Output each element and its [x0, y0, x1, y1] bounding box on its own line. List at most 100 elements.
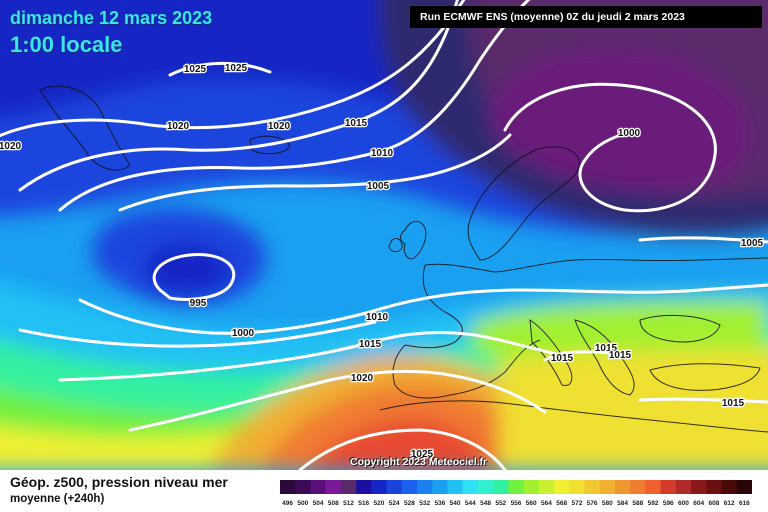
scale-tick-label: 548	[480, 500, 491, 507]
isobar-1010-biscay: 1010	[366, 312, 389, 323]
scale-swatch	[508, 480, 525, 494]
scale-tick-label: 564	[541, 500, 552, 507]
scale-swatch	[660, 480, 677, 494]
isobar-1025-sahara: 1025	[411, 449, 434, 460]
scale-tick-label: 516	[358, 500, 369, 507]
scale-tick-label: 584	[617, 500, 628, 507]
coast-ireland	[388, 237, 403, 253]
isobar-1000-atlantic: 1000	[232, 328, 255, 339]
isobar-line-1010-north	[58, 0, 531, 212]
scale-swatch	[614, 480, 631, 494]
scale-tick-label: 604	[693, 500, 704, 507]
isobar-1005-east: 1005	[741, 238, 764, 249]
model-run-info: Run ECMWF ENS (moyenne) 0Z du jeudi 2 ma…	[410, 6, 762, 28]
isobar-1005-north: 1005	[367, 181, 390, 192]
scale-swatch	[523, 480, 540, 494]
scale-tick-label: 524	[389, 500, 400, 507]
band-red	[310, 418, 490, 470]
isobar-line-1020-south	[128, 369, 547, 432]
isobar-line-1010-biscay	[18, 320, 377, 348]
scale-swatch	[280, 480, 296, 494]
scale-swatch	[538, 480, 555, 494]
scale-tick-label: 544	[465, 500, 476, 507]
scale-swatch	[340, 480, 357, 494]
isobar-995-low: 995	[190, 298, 207, 309]
isobar-line-995	[152, 253, 236, 301]
scale-swatch	[462, 480, 479, 494]
scale-swatch	[630, 480, 646, 494]
scale-swatch	[386, 480, 403, 494]
scale-tick-label: 588	[632, 500, 643, 507]
scale-tick-label: 608	[709, 500, 720, 507]
scale-swatch	[721, 480, 738, 494]
isobar-line-1015-east	[638, 397, 768, 404]
isobar-1025-a: 1025	[184, 64, 207, 75]
isobar-1025-b: 1025	[225, 63, 248, 74]
scale-swatch	[706, 480, 723, 494]
scale-tick-label: 552	[495, 500, 506, 507]
isobar-1020-south: 1020	[351, 373, 374, 384]
scale-swatch	[447, 480, 464, 494]
scale-swatch	[736, 480, 752, 494]
scale-tick-label: 616	[739, 500, 750, 507]
scale-tick-label: 496	[282, 500, 293, 507]
forecast-date: dimanche 12 mars 2023	[10, 8, 213, 28]
isobar-line-1015-north	[18, 0, 459, 192]
scale-tick-label: 596	[663, 500, 674, 507]
forecast-local-time: 1:00 locale	[10, 32, 123, 57]
scale-tick-label: 520	[374, 500, 385, 507]
scale-tick-label: 576	[587, 500, 598, 507]
isobar-line-1025-sahara	[298, 428, 507, 470]
band-yellow-east	[500, 350, 768, 470]
isobar-1015-balkans-b: 1015	[609, 350, 632, 361]
scale-tick-label: 592	[648, 500, 659, 507]
scale-swatch	[599, 480, 616, 494]
isobar-line-1005-north	[118, 133, 512, 212]
coast-balkans	[574, 319, 635, 396]
scale-swatch	[569, 480, 586, 494]
scale-swatch	[417, 480, 433, 494]
band-magenta-core	[489, 48, 752, 192]
scale-swatch	[554, 480, 570, 494]
scale-tick-label: 504	[313, 500, 324, 507]
scale-tick-label: 580	[602, 500, 613, 507]
isobar-line-1025	[168, 61, 272, 77]
legend-subtitle: moyenne (+240h)	[10, 493, 105, 505]
legend-title: Géop. z500, pression niveau mer	[10, 474, 228, 490]
isobar-line-1005-east	[638, 236, 768, 244]
scale-tick-label: 512	[343, 500, 354, 507]
scale-tick-label: 568	[556, 500, 567, 507]
scale-swatch	[295, 480, 311, 494]
coast-north-africa	[379, 400, 768, 433]
coast-britain	[400, 221, 427, 260]
scale-tick-label: 560	[526, 500, 537, 507]
scale-tick-label: 600	[678, 500, 689, 507]
scale-tick-label: 612	[724, 500, 735, 507]
scale-swatch	[432, 480, 448, 494]
pressure-geopotential-map: 1025 1025 1020 1020 1020 1015 1010 1005 1000 1005…	[0, 0, 768, 470]
scale-swatch	[371, 480, 388, 494]
isobar-1015-balkans-a: 1015	[595, 343, 618, 354]
scale-tick-label: 536	[434, 500, 445, 507]
scale-swatch	[691, 480, 707, 494]
isobar-1015-north: 1015	[345, 118, 368, 129]
coast-iceland	[249, 135, 291, 155]
isobar-line-1015-italy	[543, 350, 632, 362]
isobar-line-1000-atlantic	[78, 283, 768, 335]
isobar-1020-west: 1020	[0, 141, 22, 152]
scale-swatch	[477, 480, 494, 494]
coast-scandinavia	[467, 146, 580, 261]
scale-swatch	[675, 480, 692, 494]
coast-greenland	[39, 85, 131, 171]
isobars	[0, 0, 768, 470]
scale-swatch	[310, 480, 327, 494]
color-scale-legend: 496 500 504 508 512 516 520 524 528 532 536 540 544 5…	[280, 480, 752, 507]
isobar-1020-a: 1020	[167, 121, 190, 132]
isobar-line-1000-scandinavia	[503, 82, 717, 213]
scale-swatch	[493, 480, 509, 494]
isobar-1020-b: 1020	[268, 121, 291, 132]
scale-tick-label: 508	[328, 500, 339, 507]
scale-tick-label: 540	[450, 500, 461, 507]
scale-swatch	[401, 480, 418, 494]
